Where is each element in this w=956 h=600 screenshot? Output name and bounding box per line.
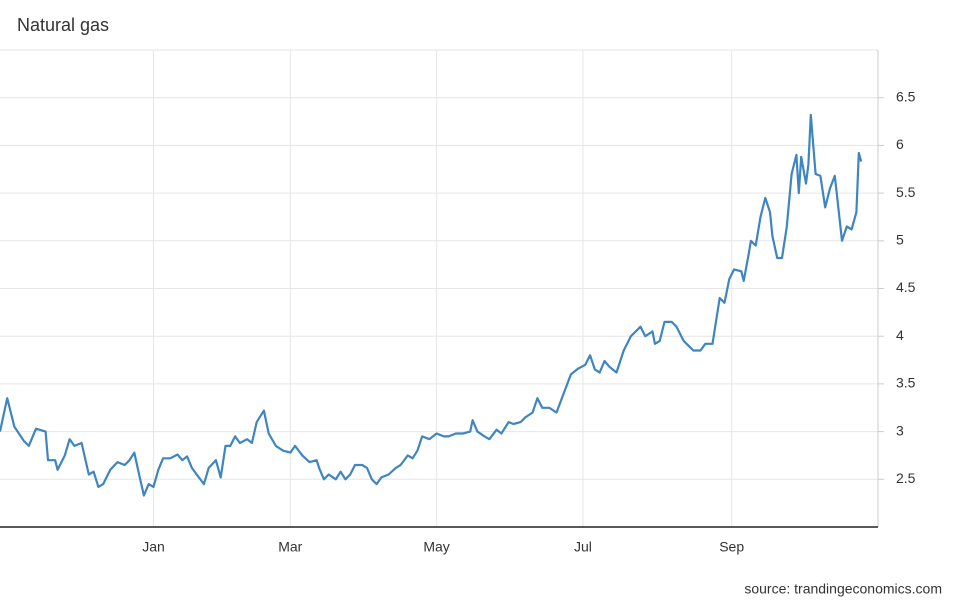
y-tick-label: 6.5 bbox=[896, 88, 916, 104]
line-series bbox=[0, 113, 863, 497]
y-tick-label: 5.5 bbox=[896, 184, 916, 200]
y-tick-label: 6 bbox=[896, 136, 904, 152]
y-tick-label: 2.5 bbox=[896, 470, 916, 486]
y-tick-label: 3 bbox=[896, 422, 904, 438]
x-tick-label: Mar bbox=[278, 539, 302, 555]
y-tick-label: 3.5 bbox=[896, 375, 916, 391]
y-tick-label: 4.5 bbox=[896, 279, 916, 295]
x-tick-label: Jul bbox=[574, 539, 592, 555]
y-tick-label: 5 bbox=[896, 232, 904, 248]
x-tick-label: Jan bbox=[142, 539, 165, 555]
x-tick-label: Sep bbox=[719, 539, 744, 555]
source: source: trandingeconomics.com bbox=[744, 581, 942, 597]
y-tick-label: 4 bbox=[896, 327, 904, 343]
x-tick-label: May bbox=[423, 539, 449, 555]
chart-title: Natural gas bbox=[17, 15, 109, 35]
